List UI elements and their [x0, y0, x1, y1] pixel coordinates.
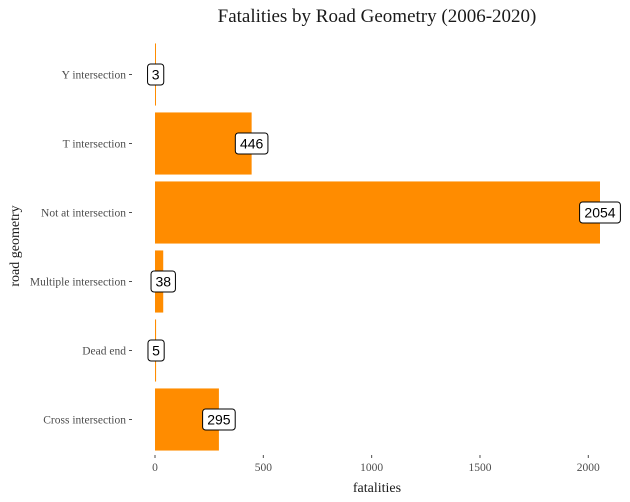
y-tick-label: T intersection [63, 139, 127, 151]
x-tick-label: 1500 [468, 462, 491, 474]
data-label: 38 [150, 270, 176, 293]
data-label-box [147, 339, 165, 362]
data-label-box [150, 270, 176, 293]
data-label-text: 446 [240, 136, 264, 152]
data-labels-group: 295 5 38 2054 446 3 [147, 63, 621, 431]
data-label-text: 38 [155, 274, 171, 290]
data-label-text: 5 [152, 343, 160, 359]
data-label: 5 [147, 339, 165, 362]
data-label-text: 295 [207, 412, 231, 428]
y-axis: Cross intersection Dead end Multiple inter… [30, 70, 132, 427]
data-label: 3 [147, 63, 165, 86]
y-tick-label: Y intersection [62, 70, 127, 82]
x-tick-label: 0 [152, 462, 158, 474]
data-label-box [579, 201, 621, 224]
y-tick-label: Dead end [82, 346, 126, 358]
data-label-box [234, 132, 269, 155]
y-tick-label: Not at intersection [41, 208, 126, 220]
x-tick-label: 2000 [577, 462, 600, 474]
y-tick-label: Multiple intersection [30, 277, 126, 289]
data-label-box [147, 63, 165, 86]
x-tick-label: 1000 [360, 462, 383, 474]
bars-group [155, 43, 600, 451]
x-axis-title: fatalities [353, 481, 401, 496]
chart-title: Fatalities by Road Geometry (2006-2020) [218, 6, 537, 27]
data-label: 446 [234, 132, 269, 155]
x-tick-label: 500 [255, 462, 273, 474]
data-label-text: 3 [152, 67, 160, 83]
x-axis: 0 500 1000 1500 2000 [152, 455, 600, 474]
data-label-box [202, 408, 236, 431]
bar-not-at-intersection [155, 181, 600, 244]
data-label: 2054 [579, 201, 621, 224]
y-tick-label: Cross intersection [43, 415, 126, 427]
data-label-text: 2054 [584, 205, 615, 221]
data-label: 295 [202, 408, 236, 431]
y-axis-title: road geometry [8, 205, 23, 286]
